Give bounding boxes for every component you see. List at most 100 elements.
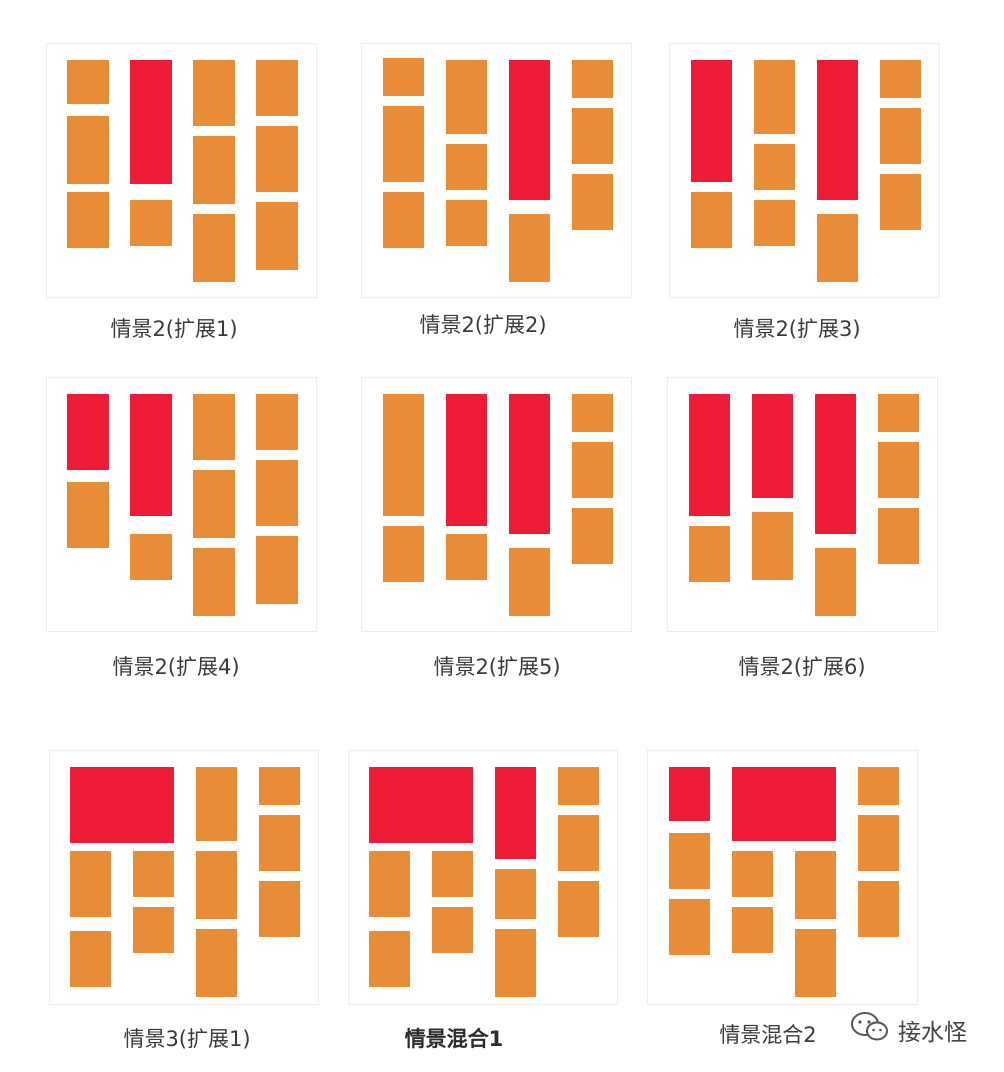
orange-block (754, 144, 795, 190)
orange-block (70, 851, 111, 917)
orange-block (572, 442, 613, 498)
orange-block (795, 929, 836, 997)
orange-block (572, 508, 613, 564)
red-block (130, 60, 172, 184)
orange-block (193, 136, 235, 204)
diagram-panel (46, 377, 317, 632)
orange-block (754, 60, 795, 134)
orange-block (259, 767, 300, 805)
orange-block (858, 815, 899, 871)
red-block (509, 60, 550, 200)
orange-block (878, 508, 919, 564)
panel-caption: 情景2(扩展3) (733, 317, 861, 341)
orange-block (383, 58, 424, 96)
orange-block (752, 512, 793, 580)
orange-block (432, 907, 473, 953)
orange-block (495, 929, 536, 997)
watermark: 接水怪 (850, 1010, 967, 1050)
red-block (130, 394, 172, 516)
orange-block (193, 60, 235, 126)
orange-block (256, 394, 298, 450)
orange-block (446, 144, 487, 190)
diagram-panel (669, 43, 940, 298)
orange-block (256, 202, 298, 270)
orange-block (509, 214, 550, 282)
panel-caption: 情景2(扩展6) (738, 655, 866, 679)
panel-caption: 情景2(扩展1) (110, 317, 238, 341)
red-block (691, 60, 732, 182)
orange-block (196, 767, 237, 841)
orange-block (732, 907, 773, 953)
panel-caption: 情景2(扩展4) (112, 655, 240, 679)
orange-block (256, 60, 298, 116)
orange-block (669, 833, 710, 889)
red-block (815, 394, 856, 534)
diagram-panel (667, 377, 938, 632)
orange-block (383, 106, 424, 182)
red-block (752, 394, 793, 498)
orange-block (383, 394, 424, 516)
orange-block (193, 470, 235, 538)
watermark-text: 接水怪 (898, 1020, 967, 1046)
orange-block (369, 931, 410, 987)
red-block (70, 767, 174, 843)
orange-block (67, 482, 109, 548)
red-block (669, 767, 710, 821)
orange-block (558, 881, 599, 937)
orange-block (880, 108, 921, 164)
wechat-icon (850, 1010, 890, 1050)
panel-caption: 情景2(扩展5) (433, 655, 561, 679)
orange-block (196, 929, 237, 997)
orange-block (815, 548, 856, 616)
diagram-panel (361, 43, 632, 298)
orange-block (446, 60, 487, 134)
orange-block (256, 536, 298, 604)
orange-block (880, 174, 921, 230)
diagram-panel (46, 43, 317, 298)
red-block (509, 394, 550, 534)
orange-block (193, 394, 235, 460)
orange-block (572, 108, 613, 164)
orange-block (133, 907, 174, 953)
orange-block (133, 851, 174, 897)
panel-caption: 情景混合2 (719, 1023, 817, 1047)
orange-block (495, 869, 536, 919)
orange-block (878, 394, 919, 432)
orange-block (130, 534, 172, 580)
orange-block (509, 548, 550, 616)
orange-block (817, 214, 858, 282)
orange-block (67, 192, 109, 248)
red-block (732, 767, 836, 841)
diagram-panel (361, 377, 632, 632)
orange-block (858, 881, 899, 937)
orange-block (432, 851, 473, 897)
orange-block (689, 526, 730, 582)
orange-block (572, 174, 613, 230)
orange-block (558, 767, 599, 805)
orange-block (795, 851, 836, 919)
orange-block (259, 815, 300, 871)
orange-block (858, 767, 899, 805)
orange-block (558, 815, 599, 871)
orange-block (193, 214, 235, 282)
orange-block (732, 851, 773, 897)
orange-block (446, 200, 487, 246)
orange-block (691, 192, 732, 248)
orange-block (256, 126, 298, 192)
orange-block (196, 851, 237, 919)
orange-block (446, 534, 487, 580)
orange-block (369, 851, 410, 917)
diagram-panel (348, 750, 618, 1005)
panel-caption: 情景3(扩展1) (123, 1027, 251, 1051)
orange-block (193, 548, 235, 616)
orange-block (878, 442, 919, 498)
red-block (817, 60, 858, 200)
orange-block (67, 116, 109, 184)
orange-block (383, 192, 424, 248)
orange-block (880, 60, 921, 98)
orange-block (669, 899, 710, 955)
red-block (369, 767, 473, 843)
panel-caption: 情景混合1 (404, 1027, 504, 1051)
orange-block (572, 394, 613, 432)
red-block (446, 394, 487, 526)
